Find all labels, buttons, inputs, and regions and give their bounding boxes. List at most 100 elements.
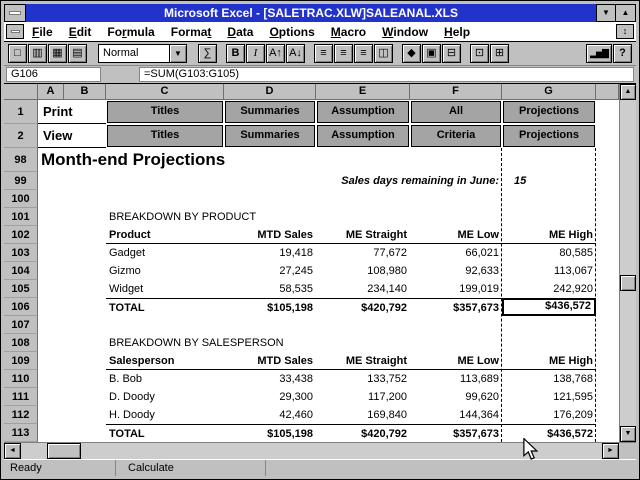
cell-G109[interactable]: ME High <box>502 352 596 370</box>
cell-E106[interactable]: $420,792 <box>316 298 410 316</box>
cell-G2[interactable]: Projections <box>502 124 596 148</box>
cell-C109[interactable]: Salesperson <box>106 352 224 370</box>
app-control-menu-button[interactable] <box>4 4 26 22</box>
cell-C103[interactable]: Gadget <box>109 247 146 259</box>
cell-G106[interactable]: $436,572 <box>502 298 596 316</box>
chevron-down-icon[interactable]: ▼ <box>170 44 187 63</box>
row-header-101[interactable]: 101 <box>4 208 38 226</box>
cell-D104[interactable]: 27,245 <box>279 265 313 277</box>
increase-font-button[interactable]: A↑ <box>266 44 285 63</box>
cell-G111[interactable]: 121,595 <box>553 391 593 403</box>
cell-D106[interactable]: $105,198 <box>224 298 316 316</box>
row-header-99[interactable]: 99 <box>4 172 38 190</box>
cell-G105[interactable]: 242,920 <box>553 283 593 295</box>
cell-F105[interactable]: 199,019 <box>459 283 499 295</box>
cell-G102[interactable]: ME High <box>502 226 596 244</box>
cell-G104[interactable]: 113,067 <box>554 265 593 277</box>
cell-C112[interactable]: H. Doody <box>109 409 155 421</box>
menu-item-macro[interactable]: Macro <box>330 24 367 39</box>
align-left-button[interactable]: ≡ <box>314 44 333 63</box>
autosum-button[interactable]: ∑ <box>198 44 217 63</box>
cell-F103[interactable]: 66,021 <box>465 247 499 259</box>
print-button[interactable]: ▤ <box>68 44 87 63</box>
cell-E105[interactable]: 234,140 <box>367 283 407 295</box>
row-header-110[interactable]: 110 <box>4 370 38 388</box>
cell-C108[interactable]: BREAKDOWN BY SALESPERSON <box>109 337 284 349</box>
autoformat-button[interactable]: ◆ <box>402 44 421 63</box>
spreadsheet-grid[interactable]: A B C D E F G 1 Print Titles Summaries Assumption Al… <box>4 84 619 442</box>
row-header-100[interactable]: 100 <box>4 190 38 208</box>
cell-D103[interactable]: 19,418 <box>279 247 313 259</box>
menu-item-help[interactable]: Help <box>444 24 471 39</box>
row-header-108[interactable]: 108 <box>4 334 38 352</box>
cell-D110[interactable]: 33,438 <box>279 373 313 385</box>
cell-G113[interactable]: $436,572 <box>502 424 596 442</box>
row-header-111[interactable]: 111 <box>4 388 38 406</box>
chart-wizard-button[interactable]: ▂▅▇ <box>586 44 612 63</box>
minimize-button[interactable]: ▼ <box>596 4 616 22</box>
cell-reference-box[interactable]: G106 <box>6 67 101 82</box>
menu-item-options[interactable]: Options <box>269 24 315 39</box>
save-file-button[interactable]: ▦ <box>48 44 67 63</box>
menu-item-edit[interactable]: Edit <box>68 24 92 39</box>
cell-A98[interactable]: Month-end Projections <box>41 150 226 169</box>
cell-C99[interactable]: Sales days remaining in June: <box>341 175 499 187</box>
cell-F112[interactable]: 144,364 <box>459 409 499 421</box>
row-header-113[interactable]: 113 <box>4 424 38 442</box>
center-across-columns-button[interactable]: ◫ <box>374 44 393 63</box>
vertical-scroll-thumb[interactable] <box>620 275 636 291</box>
cell-C102[interactable]: Product <box>106 226 224 244</box>
cell-F110[interactable]: 113,689 <box>460 373 499 385</box>
cell-E111[interactable]: 117,200 <box>368 391 407 403</box>
menu-item-data[interactable]: Data <box>227 24 254 39</box>
row-header-98[interactable]: 98 <box>4 148 38 172</box>
column-header-f[interactable]: F <box>410 84 502 100</box>
menu-item-window[interactable]: Window <box>382 24 429 39</box>
cell-D109[interactable]: MTD Sales <box>224 352 316 370</box>
column-header-e[interactable]: E <box>316 84 410 100</box>
menu-item-format[interactable]: Format <box>170 24 212 39</box>
menu-item-formula[interactable]: Formula <box>107 24 155 39</box>
cell-D1[interactable]: Summaries <box>224 100 316 124</box>
cell-F111[interactable]: 99,620 <box>465 391 499 403</box>
cell-E2[interactable]: Assumption <box>316 124 410 148</box>
cell-F106[interactable]: $357,673 <box>410 298 502 316</box>
menu-item-file[interactable]: File <box>32 24 53 39</box>
cell-G1[interactable]: Projections <box>502 100 596 124</box>
column-header-b[interactable]: B <box>64 84 106 100</box>
row-header-1[interactable]: 1 <box>4 100 38 124</box>
bold-button[interactable]: B <box>226 44 245 63</box>
style-dropdown[interactable]: Normal ▼ <box>98 44 187 63</box>
cell-D105[interactable]: 58,535 <box>279 283 313 295</box>
cell-C106[interactable]: TOTAL <box>106 298 224 316</box>
cell-E109[interactable]: ME Straight <box>316 352 410 370</box>
scroll-up-icon[interactable]: ▲ <box>620 84 636 100</box>
horizontal-scroll-track[interactable] <box>21 443 602 459</box>
row-header-104[interactable]: 104 <box>4 262 38 280</box>
cell-G112[interactable]: 176,209 <box>553 409 593 421</box>
cell-F102[interactable]: ME Low <box>410 226 502 244</box>
cell-E103[interactable]: 77,672 <box>373 247 407 259</box>
copy-button[interactable]: ⊡ <box>470 44 489 63</box>
scroll-right-icon[interactable]: ► <box>602 443 619 459</box>
cell-E112[interactable]: 169,840 <box>367 409 407 421</box>
vertical-scrollbar[interactable]: ▲ ▼ <box>619 84 636 442</box>
cell-D112[interactable]: 42,460 <box>279 409 313 421</box>
row-header-105[interactable]: 105 <box>4 280 38 298</box>
open-file-button[interactable]: ▥ <box>28 44 47 63</box>
cell-D113[interactable]: $105,198 <box>224 424 316 442</box>
cell-D2[interactable]: Summaries <box>224 124 316 148</box>
cell-E110[interactable]: 133,752 <box>367 373 407 385</box>
cell-C104[interactable]: Gizmo <box>109 265 141 277</box>
cell-D102[interactable]: MTD Sales <box>224 226 316 244</box>
document-restore-button[interactable]: ↕ <box>616 24 634 39</box>
cell-G103[interactable]: 80,585 <box>559 247 593 259</box>
horizontal-scrollbar[interactable]: ◄ ► <box>4 442 619 459</box>
column-header-c[interactable]: C <box>106 84 224 100</box>
cell-E113[interactable]: $420,792 <box>316 424 410 442</box>
cell-C1[interactable]: Titles <box>106 100 224 124</box>
document-control-menu-button[interactable] <box>6 24 24 39</box>
italic-button[interactable]: I <box>246 44 265 63</box>
align-right-button[interactable]: ≡ <box>354 44 373 63</box>
cell-C111[interactable]: D. Doody <box>109 391 155 403</box>
